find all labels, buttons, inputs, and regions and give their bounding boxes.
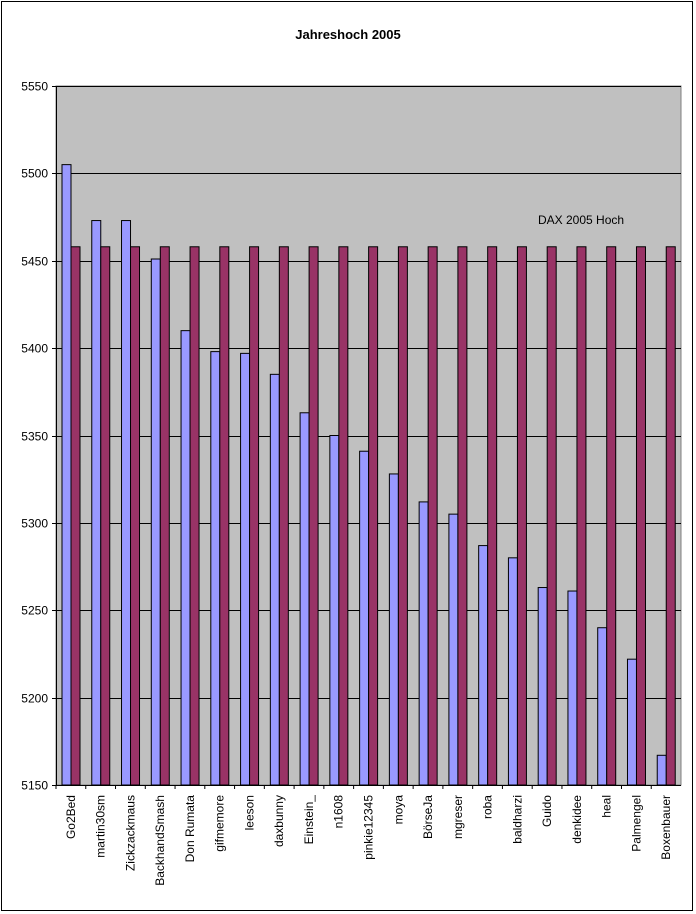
bar-player-16	[537, 587, 548, 786]
chart-title: Jahreshoch 2005	[295, 27, 401, 42]
bar-dax-10	[368, 246, 379, 786]
x-tick-label: Guido	[540, 795, 554, 827]
bar-player-11	[388, 473, 399, 786]
y-tick-label: 5200	[21, 692, 48, 706]
dax-annotation: DAX 2005 Hoch	[538, 213, 624, 227]
bar-dax-17	[576, 246, 587, 786]
x-tick-label: denkidee	[570, 795, 584, 844]
bar-dax-6	[249, 246, 260, 786]
bar-player-0	[61, 164, 72, 786]
bar-player-3	[150, 258, 161, 786]
bar-player-2	[121, 220, 132, 786]
x-tick-label: Zickzackmaus	[123, 795, 137, 871]
x-tick-label: moya	[391, 795, 405, 825]
y-tick-label: 5550	[21, 80, 48, 94]
bar-player-17	[567, 590, 578, 786]
bar-player-14	[478, 545, 489, 786]
bar-dax-8	[308, 246, 319, 786]
x-tick-label: gifmemore	[213, 795, 227, 852]
x-tick-label: pinkie12345	[362, 795, 376, 860]
x-tick-label: Go2Bed	[64, 795, 78, 839]
x-tick-label: Einstein_	[302, 795, 316, 845]
bar-dax-16	[546, 246, 557, 786]
bar-dax-7	[278, 246, 289, 786]
bar-player-9	[329, 435, 340, 786]
x-tick-label: mgreser	[451, 795, 465, 839]
y-tick-label: 5250	[21, 604, 48, 618]
x-tick-label: daxbunny	[272, 795, 286, 847]
y-tick-label: 5350	[21, 430, 48, 444]
y-tick-label: 5500	[21, 167, 48, 181]
bar-player-13	[448, 513, 459, 786]
bar-player-12	[418, 501, 429, 786]
x-tick-label: martin30sm	[94, 795, 108, 858]
x-tick-label: Palmengel	[629, 795, 643, 852]
y-tick-label: 5400	[21, 342, 48, 356]
bar-dax-15	[516, 246, 527, 786]
bar-dax-13	[457, 246, 468, 786]
bar-player-1	[91, 220, 102, 786]
bar-player-19	[626, 658, 637, 786]
bar-player-5	[210, 351, 221, 786]
y-tick-label: 5300	[21, 517, 48, 531]
y-tick-label: 5450	[21, 255, 48, 269]
x-tick-label: Don Rumata	[183, 795, 197, 863]
x-tick-label: baldharzi	[510, 795, 524, 844]
bar-player-6	[240, 352, 251, 786]
bar-player-8	[299, 412, 310, 786]
bar-player-10	[359, 450, 370, 786]
bar-player-4	[180, 330, 191, 786]
bar-dax-1	[100, 246, 111, 786]
x-tick-label: BackhandSmash	[153, 795, 167, 886]
bar-dax-11	[397, 246, 408, 786]
bar-dax-20	[665, 246, 676, 786]
x-tick-label: heal	[600, 795, 614, 818]
bar-dax-2	[130, 246, 141, 786]
bar-player-15	[507, 557, 518, 786]
x-tick-label: n1608	[332, 795, 346, 829]
bar-dax-3	[159, 246, 170, 786]
bar-dax-9	[338, 246, 349, 786]
x-tick-label: Boxenbauer	[659, 795, 673, 860]
bar-player-20	[656, 754, 667, 786]
bar-player-18	[597, 627, 608, 786]
bar-dax-0	[70, 246, 81, 786]
x-tick-label: roba	[481, 795, 495, 819]
bar-dax-18	[606, 246, 617, 786]
bar-dax-12	[427, 246, 438, 786]
bar-dax-14	[487, 246, 498, 786]
x-tick-label: BörseJa	[421, 795, 435, 839]
bar-dax-19	[635, 246, 646, 786]
y-tick-label: 5150	[21, 779, 48, 793]
bar-dax-5	[219, 246, 230, 786]
bar-dax-4	[189, 246, 200, 786]
bar-player-7	[269, 373, 280, 786]
x-tick-label: leeson	[242, 795, 256, 830]
